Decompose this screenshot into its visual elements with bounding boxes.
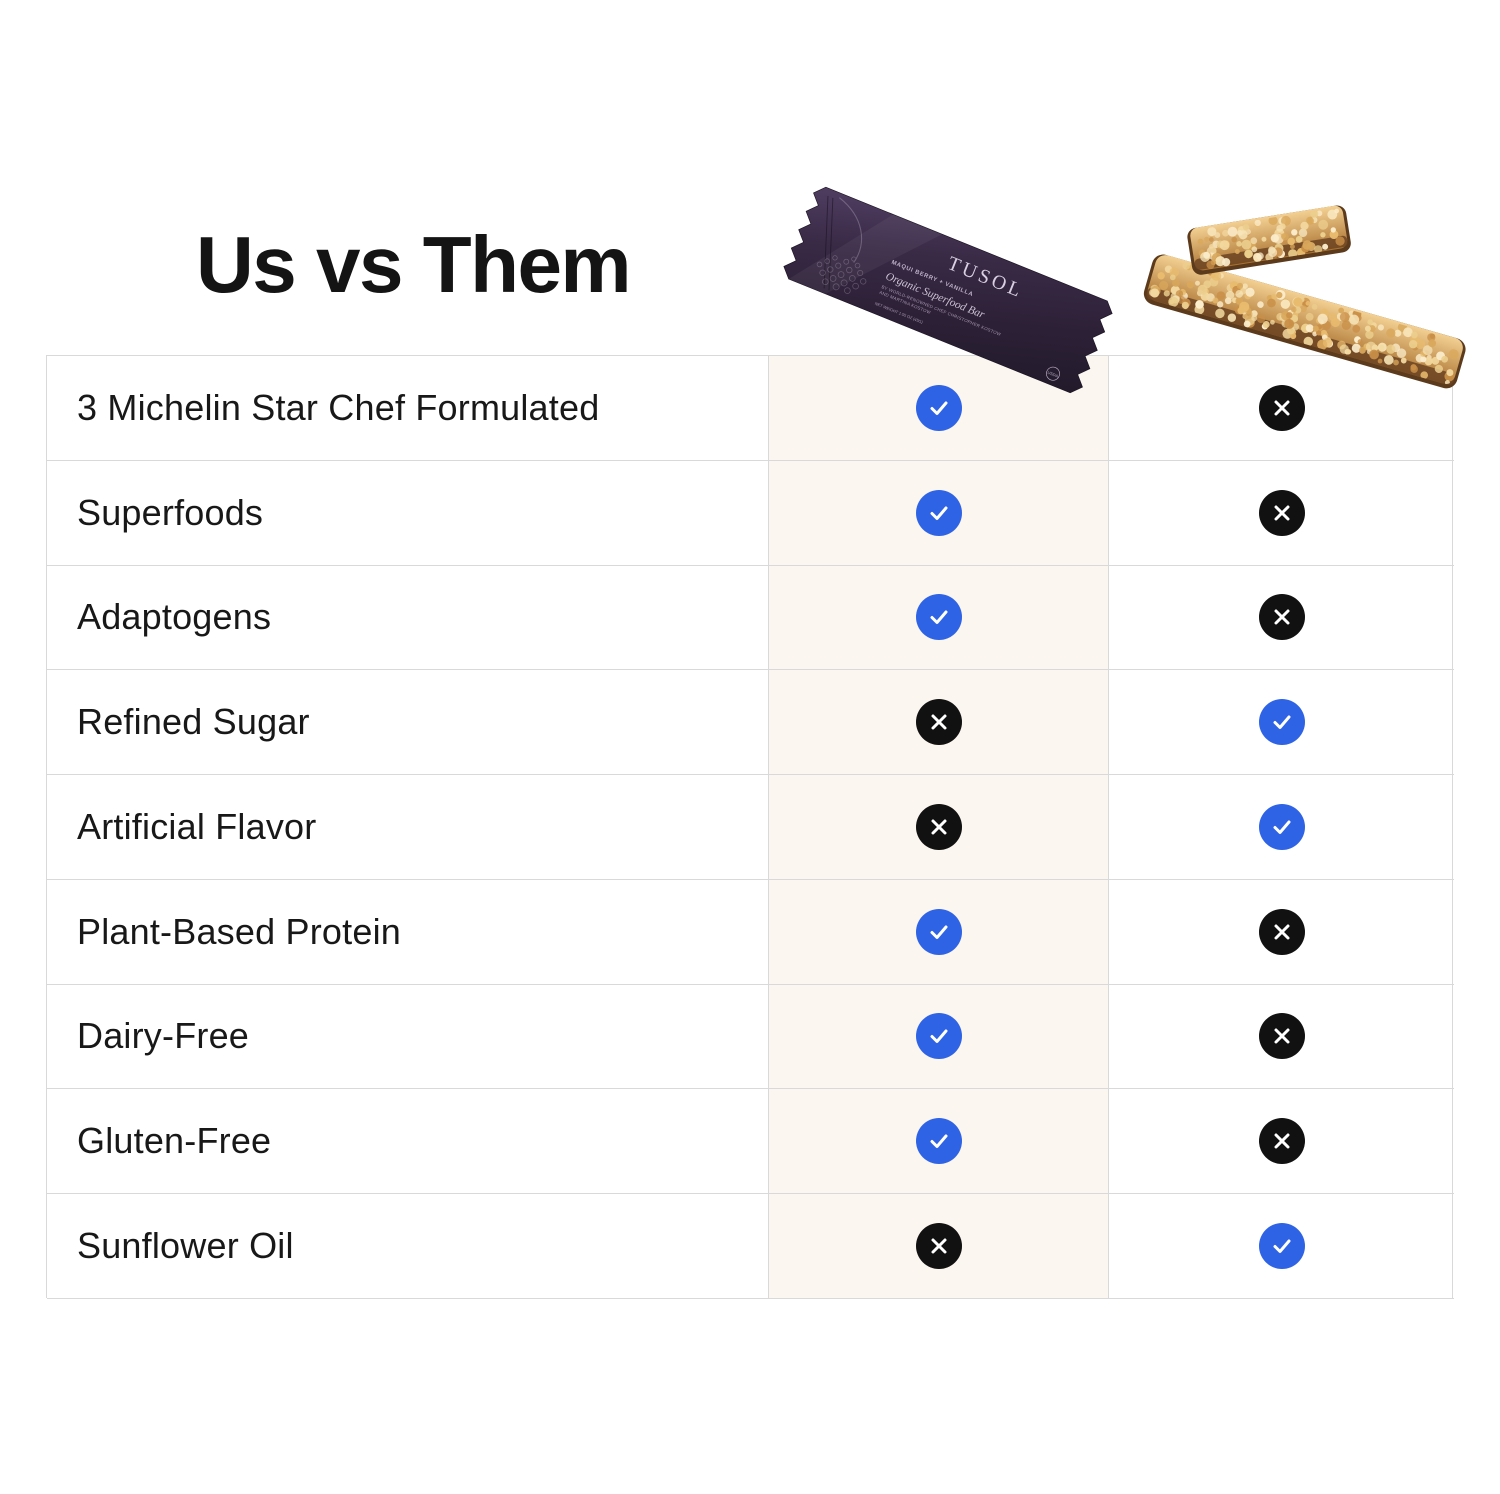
svg-text:BY WORLD-RENOWNED CHEF CHRISTO: BY WORLD-RENOWNED CHEF CHRISTOPHER KOSTO… (881, 284, 1003, 337)
svg-text:NET WEIGHT 1.55 OZ (45G): NET WEIGHT 1.55 OZ (45G) (874, 301, 924, 325)
svg-text:AND MARTINA KOSTOW: AND MARTINA KOSTOW (879, 290, 933, 316)
svg-text:TUSOL: TUSOL (944, 252, 1027, 302)
svg-text:MAQUI BERRY + VANILLA: MAQUI BERRY + VANILLA (890, 260, 974, 298)
svg-text:Organic Superfood Bar: Organic Superfood Bar (884, 270, 987, 321)
